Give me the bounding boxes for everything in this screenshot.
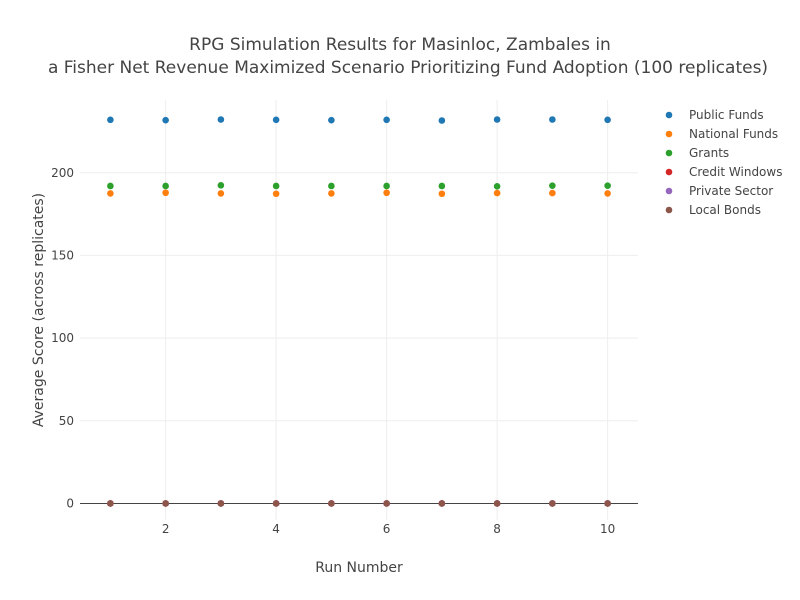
point-grants[interactable] — [272, 182, 280, 190]
chart-title-line-1: RPG Simulation Results for Masinloc, Zam… — [189, 35, 611, 55]
x-tick-label: 10 — [600, 522, 615, 536]
point-local-bonds[interactable] — [549, 500, 556, 507]
legend-item-credit-windows[interactable]: Credit Windows — [665, 165, 783, 179]
legend-marker-national-funds — [665, 130, 673, 138]
y-tick-label: 100 — [51, 331, 74, 345]
x-tick-label: 2 — [162, 522, 170, 536]
x-tick-label: 4 — [272, 522, 280, 536]
points-layer — [107, 116, 611, 507]
legend-item-grants[interactable]: Grants — [665, 146, 729, 160]
point-public-funds[interactable] — [604, 116, 611, 124]
point-national-funds[interactable] — [328, 190, 335, 197]
point-grants[interactable] — [217, 182, 225, 189]
y-tick-label: 150 — [51, 248, 74, 262]
point-grants[interactable] — [604, 182, 611, 189]
point-local-bonds[interactable] — [217, 500, 225, 507]
point-grants[interactable] — [549, 182, 556, 189]
point-grants[interactable] — [328, 182, 335, 190]
legend-marker-credit-windows — [665, 168, 673, 176]
axis-layer: 0 50 100 150 200 2 4 6 8 10 — [51, 166, 638, 536]
legend-item-local-bonds[interactable]: Local Bonds — [665, 203, 761, 217]
point-local-bonds[interactable] — [493, 500, 501, 507]
point-national-funds[interactable] — [107, 190, 114, 197]
legend-item-public-funds[interactable]: Public Funds — [665, 108, 764, 122]
point-national-funds[interactable] — [438, 190, 446, 198]
legend-marker-private-sector — [665, 187, 673, 195]
y-tick-label: 0 — [66, 496, 74, 510]
point-grants[interactable] — [438, 182, 446, 190]
point-public-funds[interactable] — [549, 116, 556, 123]
legend-label-national-funds: National Funds — [689, 127, 778, 141]
legend-label-private-sector: Private Sector — [689, 184, 773, 198]
point-local-bonds[interactable] — [604, 500, 611, 507]
point-local-bonds[interactable] — [438, 500, 446, 507]
legend-label-grants: Grants — [689, 146, 729, 160]
point-local-bonds[interactable] — [328, 500, 335, 507]
y-axis-title: Average Score (across replicates) — [31, 193, 47, 427]
point-local-bonds[interactable] — [107, 500, 114, 507]
point-grants[interactable] — [383, 182, 390, 190]
legend-label-credit-windows: Credit Windows — [689, 165, 782, 179]
point-local-bonds[interactable] — [162, 500, 169, 507]
point-public-funds[interactable] — [438, 117, 446, 124]
legend-label-public-funds: Public Funds — [689, 108, 764, 122]
chart-title-line-2: a Fisher Net Revenue Maximized Scenario … — [48, 58, 768, 78]
point-local-bonds[interactable] — [383, 500, 390, 507]
point-public-funds[interactable] — [383, 116, 390, 124]
point-public-funds[interactable] — [493, 116, 501, 123]
point-national-funds[interactable] — [493, 189, 501, 197]
point-national-funds[interactable] — [272, 190, 280, 198]
legend-marker-public-funds — [665, 111, 673, 119]
legend-marker-grants — [665, 149, 673, 157]
point-public-funds[interactable] — [217, 116, 225, 123]
grid-layer — [80, 100, 638, 520]
legend-label-local-bonds: Local Bonds — [689, 203, 761, 217]
point-national-funds[interactable] — [162, 189, 169, 197]
point-public-funds[interactable] — [272, 116, 280, 124]
point-national-funds[interactable] — [383, 189, 390, 197]
point-grants[interactable] — [493, 183, 501, 190]
legend[interactable]: Public Funds National Funds Grants Credit W… — [665, 108, 783, 217]
x-axis-title: Run Number — [315, 560, 403, 576]
point-national-funds[interactable] — [604, 190, 611, 197]
point-national-funds[interactable] — [549, 189, 556, 197]
point-public-funds[interactable] — [162, 116, 169, 124]
legend-marker-local-bonds — [665, 206, 673, 214]
y-tick-label: 50 — [59, 414, 74, 428]
point-local-bonds[interactable] — [272, 500, 280, 507]
point-grants[interactable] — [162, 182, 169, 190]
legend-item-national-funds[interactable]: National Funds — [665, 127, 778, 141]
x-tick-label: 6 — [383, 522, 391, 536]
y-tick-label: 200 — [51, 166, 74, 180]
x-tick-label: 8 — [493, 522, 501, 536]
point-public-funds[interactable] — [328, 116, 335, 124]
point-grants[interactable] — [107, 182, 114, 190]
legend-item-private-sector[interactable]: Private Sector — [665, 184, 774, 198]
point-public-funds[interactable] — [107, 116, 114, 124]
point-national-funds[interactable] — [217, 190, 225, 197]
